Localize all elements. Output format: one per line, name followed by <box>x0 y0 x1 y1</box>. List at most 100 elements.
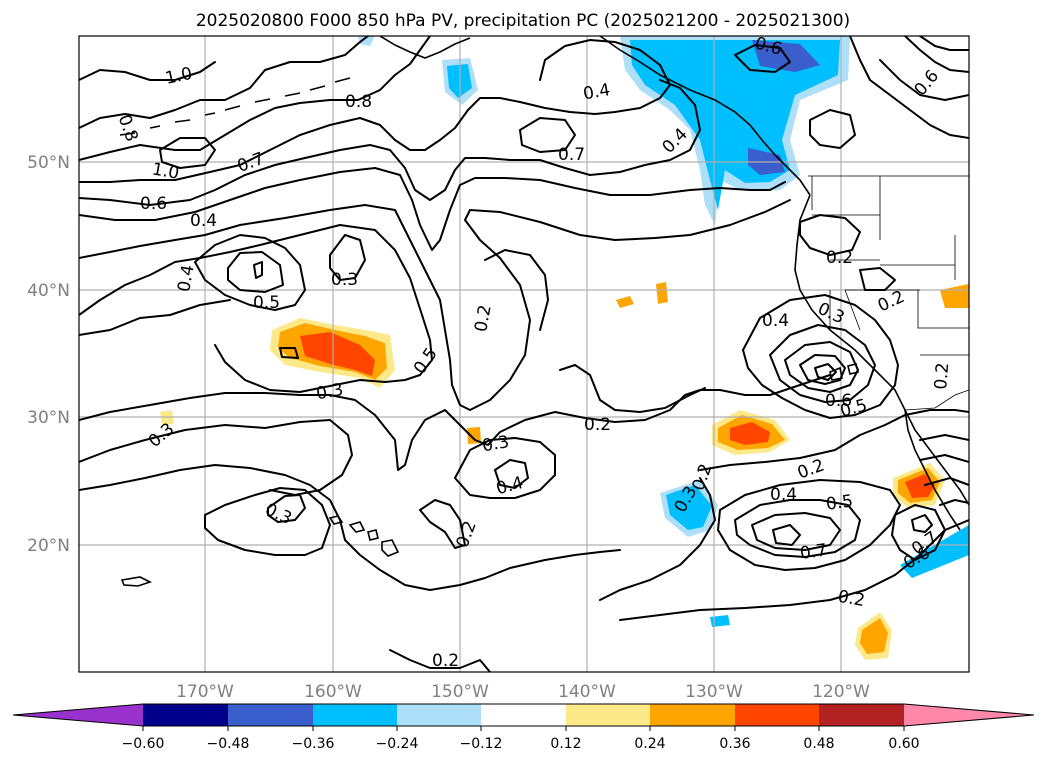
pv-contour-line <box>79 419 353 496</box>
lat-label: 50°N <box>27 153 70 173</box>
coastlines <box>119 36 969 587</box>
pv-contour-line <box>772 524 801 546</box>
pv-contour-line <box>699 409 969 471</box>
colorbar-tick-label: −0.24 <box>376 736 419 752</box>
contour-label: 0.2 <box>432 651 459 671</box>
pv-contour-line <box>799 214 861 256</box>
pv-contour-line <box>79 36 431 161</box>
contour-label: 0.4 <box>762 311 789 331</box>
contour-label: 0.2 <box>826 248 853 268</box>
figure-title: 2025020800 F000 850 hPa PV, precipitatio… <box>196 11 850 31</box>
lon-label: 140°W <box>558 682 616 702</box>
contour-label: 1.0 <box>151 159 181 183</box>
pv-contour-line <box>79 61 216 81</box>
colorbar-segment <box>397 704 481 726</box>
pv-contour-line <box>253 261 263 279</box>
pv-contour-line <box>814 363 837 381</box>
colorbar-tick-label: −0.36 <box>292 736 335 752</box>
colorbar-tick-label: 0.12 <box>550 736 581 752</box>
negative-precip-area-subtropics-core <box>666 485 712 530</box>
contour-label: 0.5 <box>253 293 280 313</box>
lat-label: 40°N <box>27 281 70 301</box>
pv-contour-line <box>859 267 896 291</box>
pv-contour-line <box>494 459 529 489</box>
pv-contour-line <box>79 36 369 129</box>
pv-contour-line <box>784 341 859 393</box>
contour-label: 0.7 <box>558 145 585 165</box>
pv-contour-line <box>751 512 841 551</box>
colorbar-tick-label: −0.60 <box>122 736 165 752</box>
positive-precip-area-south-core <box>860 618 888 654</box>
pv-contour-line <box>879 36 969 101</box>
lon-label: 170°W <box>176 682 234 702</box>
pv-contour-line <box>79 464 621 591</box>
pv-contour-line <box>599 477 716 601</box>
contour-label: 0.6 <box>825 391 852 411</box>
border-mexico <box>904 389 969 411</box>
lat-label: 30°N <box>27 408 70 428</box>
contour-label: 0.4 <box>770 485 797 505</box>
pv-contour-line <box>849 36 969 139</box>
pv-contour-line <box>742 294 899 419</box>
pv-contour-line <box>734 499 861 558</box>
coastline-hawaii <box>328 515 400 557</box>
lon-label: 130°W <box>685 682 743 702</box>
pv-contour-line <box>734 44 791 73</box>
pv-contour-line <box>911 514 933 533</box>
colorbar-tick-label: −0.12 <box>460 736 503 752</box>
contour-label: 0.2 <box>471 303 495 333</box>
coastline-small-island <box>120 576 153 587</box>
contour-label: 0.3 <box>331 270 358 290</box>
colorbar-extend-low <box>13 704 143 726</box>
colorbar-ticks <box>142 726 905 731</box>
coastline-west-coast <box>794 194 969 506</box>
contour-label: 0.5 <box>825 491 855 515</box>
pv-contour-line <box>79 224 433 393</box>
map-frame <box>78 35 970 673</box>
pv-contour-line <box>454 437 556 499</box>
contour-label: 0.2 <box>931 362 953 391</box>
colorbar-segment <box>735 704 819 726</box>
pv-contour-line <box>79 39 671 183</box>
pv-contour-line <box>919 434 969 506</box>
pv-contour-line <box>891 504 946 561</box>
colorbar-segment <box>819 704 904 726</box>
negative-precip-area-mexico <box>900 525 969 578</box>
colorbar-segment <box>481 704 566 726</box>
pv-contour-line <box>204 487 331 556</box>
pv-contour-line <box>194 234 306 311</box>
colorbar-tick-label: 0.36 <box>719 736 750 752</box>
pv-contour-line <box>279 347 299 359</box>
coastline-aleutians <box>119 77 351 136</box>
pv-contour-line <box>717 479 901 571</box>
colorbar-extend-high <box>904 704 1034 726</box>
pv-contour-line <box>809 109 856 149</box>
pv-contour-line <box>267 494 306 523</box>
colorbar-tick-label: 0.60 <box>888 736 919 752</box>
longitude-labels: 170°W 160°W 150°W 140°W 130°W 120°W <box>176 682 870 702</box>
pv-contour-line <box>79 199 791 411</box>
pv-contour-line <box>79 299 231 336</box>
pv-contour-line <box>484 249 549 331</box>
colorbar-tick-label: 0.24 <box>634 736 665 752</box>
lat-label: 20°N <box>27 536 70 556</box>
positive-precip-area-east-strong <box>730 422 770 445</box>
colorbar-segment <box>143 704 228 726</box>
pv-contour-line <box>619 519 969 621</box>
pv-contour-line <box>519 117 576 153</box>
colorbar: −0.60 −0.48 −0.36 −0.24 −0.12 0.12 0.24 … <box>12 703 1035 752</box>
colorbar-tick-label: 0.48 <box>803 736 834 752</box>
positive-precip-area-baja-strong <box>905 474 935 498</box>
negative-precip-area-small <box>710 615 730 627</box>
coastline-alaska <box>379 36 811 196</box>
pv-contour-line <box>329 234 366 281</box>
pv-contour-line <box>389 649 491 672</box>
pv-contour-line <box>799 354 846 385</box>
positive-precip-area-central-strong <box>300 332 375 376</box>
pv-contour-line <box>79 79 701 206</box>
positive-precip-area-tiny-2 <box>656 282 668 304</box>
lon-label: 120°W <box>812 682 870 702</box>
contour-label: 0.6 <box>753 33 784 59</box>
pv-contour-line <box>227 251 284 293</box>
pv-contour-line <box>419 499 466 549</box>
